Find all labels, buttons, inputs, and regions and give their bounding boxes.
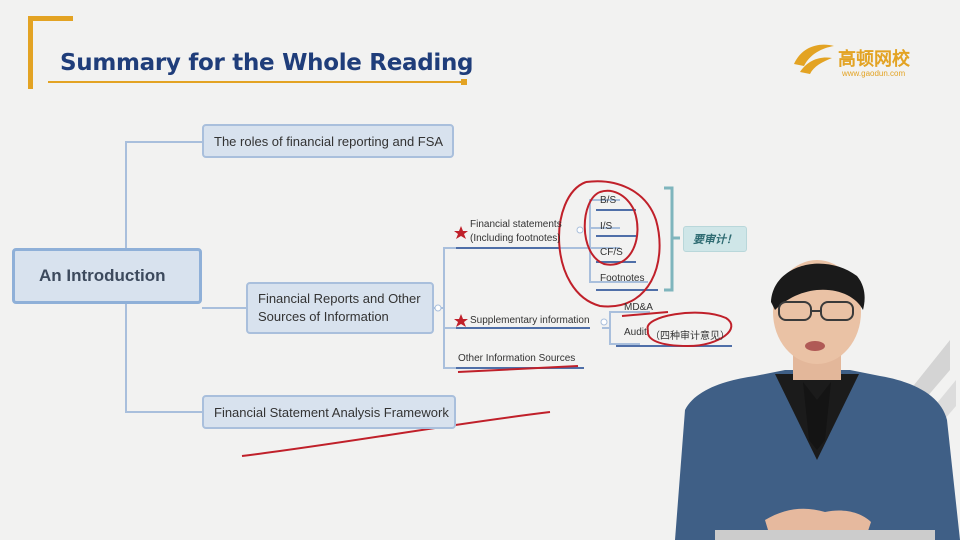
- item-audit[interactable]: Audit: [624, 327, 647, 338]
- audit-sticky-note: 要审计！: [683, 226, 747, 252]
- slide-title: Summary for the Whole Reading: [60, 50, 474, 76]
- logo-url: www.gaodun.com: [842, 69, 906, 78]
- item-balance-sheet[interactable]: B/S: [600, 195, 617, 206]
- presenter-video: [675, 260, 960, 540]
- item-cash-flow-statement[interactable]: CF/S: [600, 247, 623, 258]
- priority-star-icon: [454, 226, 468, 239]
- title-underline-dot: [461, 79, 467, 85]
- label-including-footnotes: (Including footnotes): [470, 233, 561, 244]
- label-financial-statements[interactable]: Financial statements: [470, 219, 562, 230]
- logo-text: 高顿网校: [838, 49, 910, 70]
- audit-opinion-note: （四种审计意见）: [650, 331, 730, 342]
- node-fsa-framework[interactable]: Financial Statement Analysis Framework: [202, 395, 456, 429]
- node-financial-reports-sources[interactable]: Financial Reports and Other Sources of I…: [246, 282, 434, 334]
- title-bracket-decoration: [28, 16, 73, 89]
- gaodun-logo-icon: [794, 44, 834, 74]
- item-mdna[interactable]: MD&A: [624, 302, 653, 313]
- title-underline: [48, 81, 464, 83]
- item-footnotes[interactable]: Footnotes: [600, 273, 645, 284]
- label-other-information-sources[interactable]: Other Information Sources: [458, 353, 576, 364]
- item-income-statement[interactable]: I/S: [600, 221, 613, 232]
- node-roles-financial-reporting[interactable]: The roles of financial reporting and FSA: [202, 124, 454, 158]
- label-supplementary-information[interactable]: Supplementary information: [470, 315, 590, 326]
- priority-star-icon: [454, 314, 468, 327]
- mindmap-root-node[interactable]: An Introduction: [12, 248, 202, 304]
